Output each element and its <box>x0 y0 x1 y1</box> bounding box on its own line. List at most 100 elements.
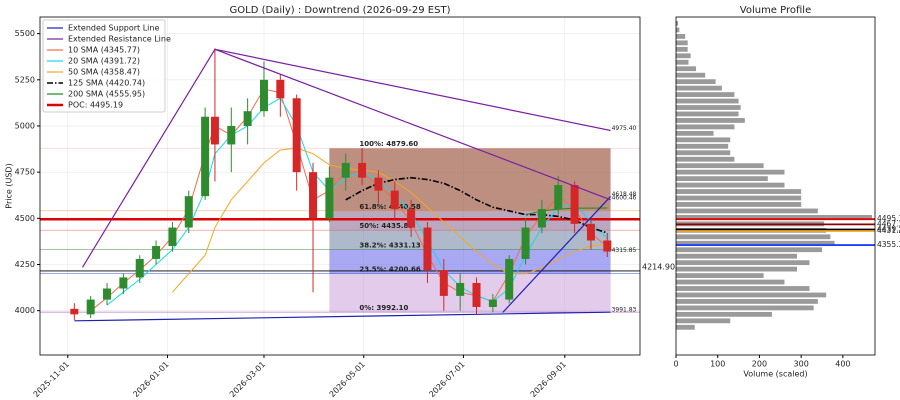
candle-body <box>86 299 95 315</box>
volume-bar <box>676 234 831 240</box>
plot-title: GOLD (Daily) : Downtrend (2026-09-29 EST… <box>230 5 451 16</box>
candle-body <box>152 246 161 259</box>
x-tick-label: 400 <box>835 360 850 369</box>
x-tick-label: 300 <box>794 360 809 369</box>
candle-body <box>227 125 236 145</box>
end-label: 4975.40 <box>612 125 637 132</box>
volume-bar <box>676 59 689 65</box>
candle-body <box>439 270 448 296</box>
candle-body <box>407 209 416 228</box>
candle-body <box>537 209 546 228</box>
volume-bar <box>676 111 739 117</box>
volume-bar <box>676 318 731 324</box>
fib-zone <box>329 230 611 250</box>
candle-body <box>570 185 579 224</box>
candle-body <box>70 308 79 315</box>
volume-bar <box>676 33 686 39</box>
legend-label: 10 SMA (4345.77) <box>68 46 140 55</box>
volume-bar <box>676 305 814 311</box>
volume-bar <box>676 292 827 298</box>
level-label: 4467.32 <box>877 219 900 228</box>
volume-bar <box>676 98 739 104</box>
volume-bar <box>676 27 680 33</box>
candle-body <box>325 177 334 219</box>
fib-label: 100%: 4879.60 <box>359 140 418 148</box>
volume-bar <box>676 156 735 162</box>
fib-zone <box>329 273 611 313</box>
y-tick-label: 4000 <box>15 306 35 315</box>
volume-bar <box>676 79 716 85</box>
x-axis-label: Volume (scaled) <box>743 370 807 379</box>
candle-body <box>135 258 144 278</box>
candle-body <box>603 240 612 252</box>
volume-bar <box>676 253 797 259</box>
volume-bar <box>676 85 722 91</box>
volume-bar <box>676 279 785 285</box>
volume-bar <box>676 40 688 46</box>
volume-bar <box>676 182 785 188</box>
volume-bar <box>676 273 764 278</box>
candle-body <box>168 227 177 247</box>
volume-bar <box>676 176 768 182</box>
plot-title: Volume Profile <box>740 5 811 16</box>
legend-label: 125 SMA (4420.74) <box>68 79 145 88</box>
fib-label: 61.8%: 4540.58 <box>359 203 421 211</box>
candle-body <box>472 282 481 307</box>
volume-bar <box>676 266 797 272</box>
x-tick-label: 100 <box>710 360 725 369</box>
volume-bar <box>676 163 764 169</box>
candle-body <box>521 227 530 259</box>
end-label: 3991.83 <box>612 307 637 314</box>
candle-body <box>119 277 128 289</box>
legend-label: POC: 4495.19 <box>68 101 123 110</box>
trend-line <box>214 48 611 201</box>
volume-bar <box>676 169 785 175</box>
volume-bar <box>676 118 745 123</box>
volume-bar <box>676 130 714 136</box>
volume-bar <box>676 286 810 291</box>
candle-body <box>201 116 210 197</box>
candle-body <box>390 190 399 210</box>
fib-label: 0%: 3992.10 <box>359 304 408 312</box>
legend-label: 20 SMA (4391.72) <box>68 57 140 66</box>
end-label: 4600.46 <box>612 194 637 201</box>
volume-bar <box>676 92 735 97</box>
volume-bar <box>676 299 818 304</box>
sma-line <box>345 176 608 234</box>
candle-body <box>309 172 318 219</box>
level-label: 4439.24 <box>877 225 900 234</box>
volume-bar <box>676 247 823 253</box>
volume-bar <box>676 214 873 220</box>
fib-label: 38.2%: 4331.13 <box>359 242 421 250</box>
candle-body <box>341 162 350 178</box>
candle-body <box>103 288 112 300</box>
candle-body <box>292 98 301 173</box>
end-label: 4618.48 <box>612 191 637 198</box>
x-tick-label: 2026-01-01 <box>131 360 170 399</box>
volume-bar <box>676 260 810 266</box>
volume-bar <box>676 240 835 246</box>
x-tick-label: 2026-05-01 <box>328 360 367 399</box>
legend-label: Extended Resistance Line <box>68 35 171 44</box>
volume-bar <box>676 46 688 52</box>
y-axis-label: Price (USD) <box>5 163 14 208</box>
volume-bar <box>676 21 679 26</box>
volume-bar <box>676 72 706 78</box>
candle-body <box>456 282 465 296</box>
end-label: 4315.85 <box>612 247 637 254</box>
x-tick-label: 2026-03-01 <box>228 360 267 399</box>
candle-body <box>358 162 367 178</box>
level-label: 4214.90 <box>642 262 675 271</box>
y-tick-label: 4750 <box>15 168 35 177</box>
volume-bar <box>676 143 729 149</box>
legend-label: 200 SMA (4555.95) <box>68 90 145 99</box>
candle-body <box>243 111 252 126</box>
x-tick-label: 2026-09-01 <box>529 360 568 399</box>
x-tick-label: 2025-11-01 <box>32 360 71 399</box>
y-tick-label: 5500 <box>15 29 35 38</box>
y-tick-label: 5000 <box>15 121 35 130</box>
candle-body <box>586 223 595 241</box>
volume-bar <box>676 105 741 110</box>
level-label: 4431.27 <box>877 226 900 235</box>
candle-body <box>276 79 285 99</box>
